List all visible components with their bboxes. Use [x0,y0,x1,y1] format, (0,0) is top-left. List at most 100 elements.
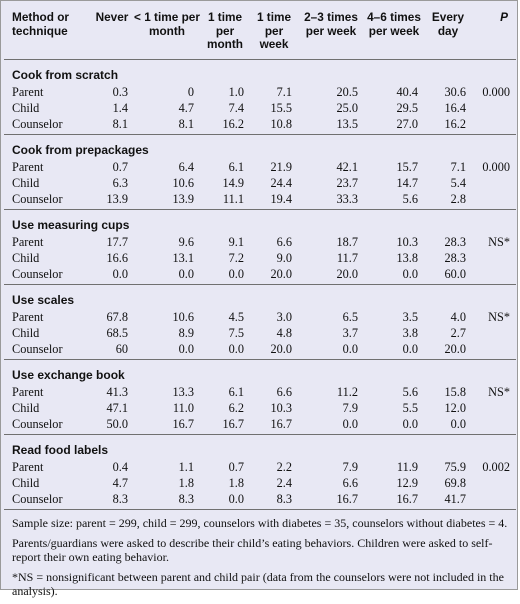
p-value-cell [472,116,516,135]
table-row: Child 47.1 11.0 6.2 10.3 7.9 5.5 12.0 [4,400,516,416]
table-cell: 0.0 [178,341,194,356]
col-header-weekly: 1 time per week [250,4,298,60]
table-cell: 3.0 [276,309,292,324]
table-row: Parent 0.4 1.1 0.7 2.2 7.9 11.9 75.9 0.002 [4,459,516,475]
table-cell: 11.9 [396,459,418,474]
table-cell: 0.0 [178,266,194,281]
table-cell: 25.0 [336,100,358,115]
table-cell: 6.6 [276,234,292,249]
table-cell: 2.4 [276,475,292,490]
table-cell: 8.3 [112,491,128,506]
table-cell: 5.4 [450,175,466,190]
table-cell: 15.8 [444,384,466,399]
table-cell: 11.1 [222,191,244,206]
row-label: Child [12,400,40,415]
table-cell: 40.4 [396,84,418,99]
table-cell: 6.1 [228,384,244,399]
table-cell: 10.3 [270,400,292,415]
row-label: Child [12,475,40,490]
table-cell: 41.7 [444,491,466,506]
table-cell: 16.2 [444,116,466,131]
frequency-table: Method or technique Never < 1 time per m… [4,4,516,604]
table-cell: 0.0 [228,341,244,356]
row-label: Counselor [12,116,63,131]
table-row: Counselor 0.0 0.0 0.0 20.0 20.0 0.0 60.0 [4,266,516,285]
row-label: Parent [12,159,44,174]
table-row: Parent 0.7 6.4 6.1 21.9 42.1 15.7 7.1 0.000 [4,159,516,175]
p-value-cell: NS* [488,384,510,399]
table-cell: 12.9 [396,475,418,490]
table-row: Parent 17.7 9.6 9.1 6.6 18.7 10.3 28.3 NS* [4,234,516,250]
table-cell: 68.5 [106,325,128,340]
row-label: Child [12,325,40,340]
table-cell: 0.0 [112,266,128,281]
table-cell: 14.7 [396,175,418,190]
footnote-ns: *NS = nonsignificant between parent and … [12,569,504,598]
section-header-row: Use measuring cups [4,208,516,234]
table-cell: 0.0 [342,341,358,356]
table-cell: 2.7 [450,325,466,340]
table-cell: 67.8 [106,309,128,324]
section-header-row: Use exchange book [4,358,516,384]
section-header-row: Read food labels [4,433,516,459]
table-row: Child 16.6 13.1 7.2 9.0 11.7 13.8 28.3 [4,250,516,266]
col-header-monthly: 1 time per month [200,4,250,60]
section-title: Read food labels [4,433,516,459]
section-title: Use measuring cups [4,208,516,234]
footnote-sample-size: Sample size: parent = 299, child = 299, … [12,515,508,530]
table-cell: 0 [187,84,194,99]
col-header-every-day: Every day [424,4,472,60]
table-cell: 75.9 [444,459,466,474]
table-row: Child 68.5 8.9 7.5 4.8 3.7 3.8 2.7 [4,325,516,341]
table-cell: 0.0 [402,266,418,281]
table-cell: 1.1 [178,459,194,474]
table-cell: 17.7 [106,234,128,249]
col-header-method: Method or technique [4,4,90,60]
table-cell: 18.7 [336,234,358,249]
row-label: Parent [12,234,44,249]
table-cell: 4.7 [112,475,128,490]
table-cell: 0.4 [112,459,128,474]
table-cell: 6.2 [228,400,244,415]
table-cell: 3.8 [402,325,418,340]
p-value-cell [472,416,516,435]
table-cell: 20.0 [336,266,358,281]
table-cell: 8.1 [112,116,128,131]
table-cell: 20.0 [270,266,292,281]
table-cell: 11.7 [336,250,358,265]
table-cell: 60 [115,341,128,356]
table-cell: 9.1 [228,234,244,249]
table-cell: 0.7 [228,459,244,474]
section-title: Cook from scratch [12,67,119,82]
table-cell: 7.2 [228,250,244,265]
table-cell: 20.0 [270,341,292,356]
section-header-row: Cook from scratch [4,59,516,84]
row-label: Counselor [12,266,63,281]
table-cell: 15.5 [270,100,292,115]
row-label: Counselor [12,416,63,431]
p-value-cell: NS* [488,309,510,324]
table-cell: 0.7 [112,159,128,174]
footnote-respondents: Parents/guardians were asked to describe… [12,535,493,564]
table-cell: 8.1 [178,116,194,131]
table-cell: 5.6 [402,191,418,206]
p-value-cell: 0.000 [482,159,510,174]
table-cell: 6.1 [228,159,244,174]
p-value-cell: 0.000 [482,84,510,99]
col-header-2-3-weekly: 2–3 times per week [298,4,364,60]
table-cell: 11.2 [336,384,358,399]
table-cell: 2.2 [276,459,292,474]
table-cell: 6.4 [178,159,194,174]
section-title: Use exchange book [4,358,516,384]
table-cell: 6.3 [112,175,128,190]
header-row: Method or technique Never < 1 time per m… [4,4,516,60]
table-cell: 7.9 [342,400,358,415]
table-row: Child 6.3 10.6 14.9 24.4 23.7 14.7 5.4 [4,175,516,191]
table-cell: 5.5 [402,400,418,415]
table-cell: 16.4 [444,100,466,115]
table-cell: 27.0 [396,116,418,131]
table-cell: 47.1 [106,400,128,415]
table-cell: 20.5 [336,84,358,99]
table-cell: 8.3 [276,491,292,506]
